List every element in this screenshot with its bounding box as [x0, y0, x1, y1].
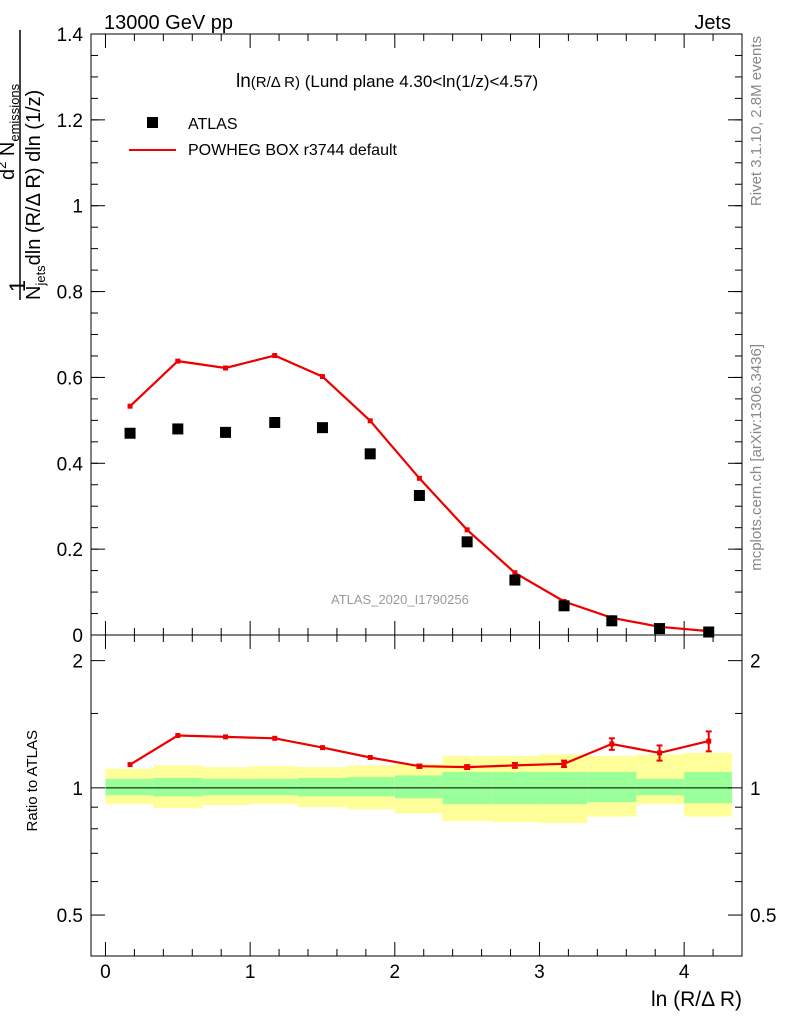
- ratio-ticks: 0.5 0.5 1 1 2 2 0 1 2 3 4: [57, 635, 776, 983]
- ratio-ytick-label: 2: [72, 652, 83, 673]
- ratio-series: [127, 730, 712, 771]
- ratio-panel: 0.5 0.5 1 1 2 2 0 1 2 3 4 Ratio to ATLAS ln (R/Δ R…: [24, 634, 776, 1011]
- powheg-point: [512, 570, 518, 576]
- atlas-point: [124, 427, 136, 439]
- legend-powheg-label: POWHEG BOX r3744 default: [188, 142, 398, 159]
- band-inner: [250, 778, 298, 796]
- plot-title-arg: (R/Δ R): [251, 74, 300, 91]
- ratio-powheg-point: [464, 764, 470, 770]
- atlas-point: [703, 626, 715, 638]
- ratio-ytick-label: 1: [72, 779, 83, 800]
- powheg-point: [464, 527, 470, 533]
- analysis-watermark: ATLAS_2020_I1790256: [331, 592, 469, 607]
- powheg-point: [416, 475, 422, 481]
- main-series: [124, 353, 715, 638]
- ratio-y-axis-label: Ratio to ATLAS: [24, 730, 41, 831]
- atlas-point: [461, 536, 473, 548]
- powheg-point: [223, 365, 229, 371]
- ratio-xtick-label: 4: [679, 962, 690, 983]
- ylabel-d-sup: 2: [0, 162, 9, 169]
- mcplots-label: mcplots.cern.ch [arXiv:1306.3436]: [748, 344, 765, 571]
- main-ytick-label: 1: [72, 197, 83, 218]
- ylabel-denominator: Njetsdln (R/Δ R) dln (1/z): [23, 90, 48, 300]
- main-panel: 0 0.2 0.4 0.6 0.8 1 1.2 1.4 ln(R/Δ R) (Lund pla…: [0, 25, 743, 647]
- powheg-point: [175, 358, 181, 364]
- powheg-point: [319, 374, 325, 380]
- band-inner: [153, 778, 203, 797]
- ratio-xtick-label: 3: [534, 962, 545, 983]
- main-ytick-label: 0.6: [57, 368, 83, 389]
- main-ytick-label: 1.2: [57, 111, 83, 132]
- ratio-powheg-point: [127, 762, 133, 768]
- ratio-ytick-label-right: 2: [750, 652, 761, 673]
- ratio-ytick-label-right: 0.5: [750, 906, 776, 927]
- band-inner: [587, 772, 637, 803]
- powheg-point: [272, 353, 278, 359]
- plot-title-rest: (Lund plane 4.30<ln(1/z)<4.57): [300, 72, 538, 91]
- ylabel-n: N: [23, 286, 45, 300]
- ratio-powheg-point: [561, 761, 567, 767]
- atlas-point: [364, 448, 376, 460]
- x-axis-label: ln (R/Δ R): [651, 988, 742, 1011]
- ylabel-num-sub: emissions: [7, 83, 22, 141]
- ratio-powheg-point: [319, 745, 325, 751]
- plot-title-main: ln: [236, 71, 251, 92]
- ylabel-d: d: [0, 169, 19, 180]
- ratio-powheg-point: [416, 763, 422, 769]
- legend: ATLAS POWHEG BOX r3744 default: [129, 116, 398, 159]
- band-inner: [636, 778, 685, 796]
- atlas-point: [316, 422, 328, 434]
- ratio-powheg-point: [223, 734, 229, 740]
- atlas-point: [220, 426, 232, 438]
- ratio-powheg-point: [609, 741, 615, 747]
- main-y-axis-label: 1 Njetsdln (R/Δ R) dln (1/z) d2 Nemissio…: [0, 30, 48, 300]
- atlas-point: [413, 489, 425, 501]
- powheg-point: [367, 418, 373, 424]
- atlas-point: [172, 423, 184, 435]
- ratio-xtick-label: 0: [100, 962, 111, 983]
- main-ytick-label: 0.8: [57, 283, 83, 304]
- ratio-powheg-point: [175, 733, 181, 739]
- legend-atlas-marker: [147, 117, 158, 128]
- rivet-version-label: Rivet 3.1.10, 2.8M events: [748, 36, 765, 206]
- main-ytick-label: 1.4: [57, 25, 84, 46]
- ratio-powheg-point: [367, 754, 373, 760]
- ratio-panel-frame: [90, 634, 743, 957]
- ylabel-num-n: N: [0, 142, 19, 162]
- plot-title: ln(R/Δ R) (Lund plane 4.30<ln(1/z)<4.57): [236, 71, 538, 92]
- ylabel-n-sub: jets: [33, 265, 48, 287]
- ratio-powheg-point: [512, 762, 518, 768]
- atlas-point: [269, 417, 281, 429]
- header-process-label: Jets: [694, 12, 731, 34]
- ylabel-one: 1: [5, 280, 30, 292]
- atlas-point: [606, 615, 618, 627]
- main-ytick-label: 0.2: [57, 540, 83, 561]
- ylabel-numerator: d2 Nemissions: [0, 83, 22, 180]
- ratio-powheg-point: [657, 750, 663, 756]
- ratio-ytick-label: 0.5: [57, 906, 83, 927]
- band-inner: [394, 775, 443, 799]
- ratio-xtick-label: 2: [390, 962, 401, 983]
- main-ytick-label: 0.4: [57, 454, 84, 475]
- band-inner: [202, 778, 251, 796]
- header-energy-label: 13000 GeV pp: [104, 12, 233, 34]
- main-ticks: 0 0.2 0.4 0.6 0.8 1 1.2 1.4: [57, 25, 743, 647]
- ratio-ytick-label-right: 1: [750, 779, 761, 800]
- legend-atlas-label: ATLAS: [188, 116, 238, 133]
- ratio-powheg-point: [706, 738, 712, 744]
- ratio-xtick-label: 1: [245, 962, 256, 983]
- band-inner: [347, 777, 395, 797]
- ylabel-den-rest: dln (R/Δ R) dln (1/z): [23, 90, 45, 266]
- atlas-point: [558, 600, 570, 612]
- ratio-powheg-point: [272, 735, 278, 741]
- atlas-point: [509, 574, 521, 586]
- powheg-point: [127, 403, 133, 409]
- band-inner: [105, 778, 154, 796]
- band-inner: [297, 778, 348, 797]
- atlas-point: [654, 623, 666, 635]
- main-ytick-label: 0: [72, 626, 83, 647]
